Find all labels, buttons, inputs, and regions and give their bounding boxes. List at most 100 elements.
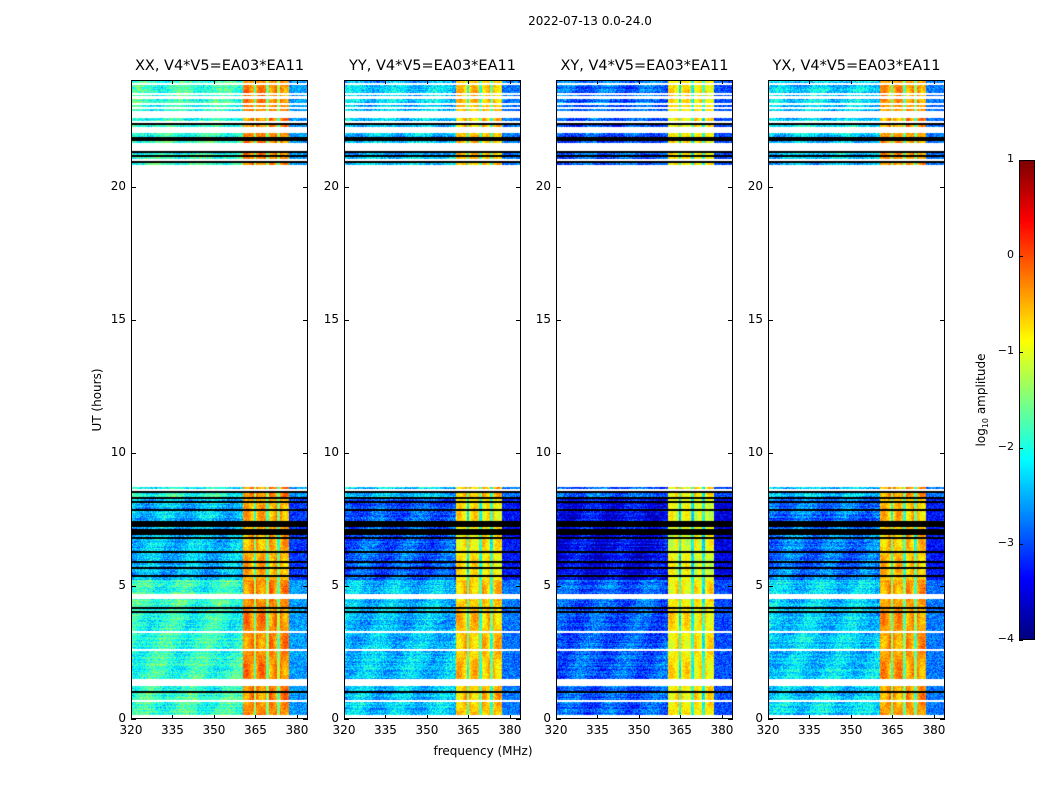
y-tick-mark [516,319,521,321]
colorbar [1019,160,1035,640]
x-tick-label: 350 [627,723,651,737]
y-tick-label: 0 [543,711,551,725]
panel-title: YY, V4*V5=EA03*EA11 [349,58,516,74]
y-tick-mark [728,585,733,587]
y-tick-label: 0 [118,711,126,725]
x-tick-label: 335 [374,723,397,737]
x-tick-mark [296,80,298,84]
x-tick-label: 380 [285,723,309,737]
y-tick-mark [728,186,733,188]
y-tick-label: 20 [323,178,339,193]
y-tick-label: 20 [110,178,126,193]
x-tick-mark [850,80,852,84]
x-tick-mark [213,80,215,84]
x-tick-label: 320 [544,723,568,737]
y-tick-mark [728,319,733,321]
y-tick-label: 5 [543,577,551,592]
x-tick-mark [680,715,682,719]
y-tick-mark [940,186,945,188]
y-tick-mark [344,186,349,188]
x-tick-label: 380 [922,723,946,737]
x-tick-label: 320 [332,723,356,737]
y-tick-mark [303,452,308,454]
y-tick-mark [940,585,945,587]
x-tick-label: 350 [415,723,439,737]
x-tick-mark [172,715,174,719]
y-tick-mark [768,319,773,321]
x-tick-mark [556,80,557,84]
x-tick-mark [892,80,894,84]
colorbar-tick-mark [1019,448,1023,449]
x-tick-label: 320 [756,723,780,737]
x-tick-mark [556,715,557,719]
x-tick-mark [172,80,174,84]
x-tick-mark [768,715,769,719]
x-tick-mark [638,80,640,84]
x-tick-mark [809,715,811,719]
heatmap-cells [345,81,520,718]
colorbar-tick-mark [1019,352,1023,353]
x-tick-mark [468,80,470,84]
y-tick-label: 10 [110,444,126,459]
y-tick-mark [131,186,136,188]
y-tick-mark [131,319,136,321]
colorbar-tick-label: 0 [1007,248,1014,261]
colorbar-tick-mark [1019,640,1023,641]
x-tick-label: 380 [498,723,522,737]
x-tick-mark [638,715,640,719]
colorbar-tick-label: −3 [997,536,1014,549]
colorbar-tick-label: −4 [997,632,1014,645]
x-tick-mark [850,715,852,719]
x-tick-mark [385,715,387,719]
x-tick-label: 365 [669,723,692,737]
x-tick-mark [213,715,215,719]
y-tick-mark [344,719,349,720]
x-tick-mark [892,715,894,719]
x-tick-mark [344,715,345,719]
y-tick-mark [131,452,136,454]
figure-title: 2022-07-13 0.0-24.0 [528,14,652,28]
x-tick-mark [509,715,511,719]
y-tick-mark [768,585,773,587]
y-tick-mark [516,585,521,587]
y-tick-label: 5 [118,577,126,592]
x-tick-mark [385,80,387,84]
colorbar-tick-mark [1019,544,1023,545]
y-tick-mark [344,585,349,587]
y-tick-label: 20 [747,178,763,193]
heatmap-cells [557,81,732,718]
x-tick-mark [468,715,470,719]
y-tick-mark [556,719,561,720]
x-tick-label: 350 [839,723,863,737]
x-tick-label: 320 [119,723,143,737]
x-tick-mark [721,80,723,84]
x-tick-mark [680,80,682,84]
y-tick-mark [131,719,136,720]
y-tick-mark [768,452,773,454]
heatmap-panel-3 [768,80,945,719]
x-tick-label: 380 [710,723,734,737]
x-tick-mark [933,715,935,719]
y-tick-mark [516,719,521,720]
x-tick-mark [768,80,769,84]
x-tick-label: 335 [161,723,184,737]
x-tick-label: 365 [881,723,904,737]
colorbar-tick-mark [1019,160,1023,161]
y-tick-label: 20 [535,178,551,193]
y-tick-mark [303,719,308,720]
x-tick-mark [721,715,723,719]
colorbar-label-sub: 10 [981,417,991,429]
heatmap-cells [769,81,944,718]
x-tick-mark [809,80,811,84]
y-tick-label: 0 [755,711,763,725]
x-tick-label: 365 [244,723,267,737]
y-tick-mark [768,186,773,188]
x-tick-mark [597,80,599,84]
y-tick-label: 15 [535,311,551,326]
panel-title: XX, V4*V5=EA03*EA11 [134,58,305,74]
colorbar-label-log: log [973,428,988,447]
colorbar-tick-mark [1019,256,1023,257]
x-tick-mark [426,80,428,84]
y-tick-mark [768,719,773,720]
x-tick-mark [509,80,511,84]
